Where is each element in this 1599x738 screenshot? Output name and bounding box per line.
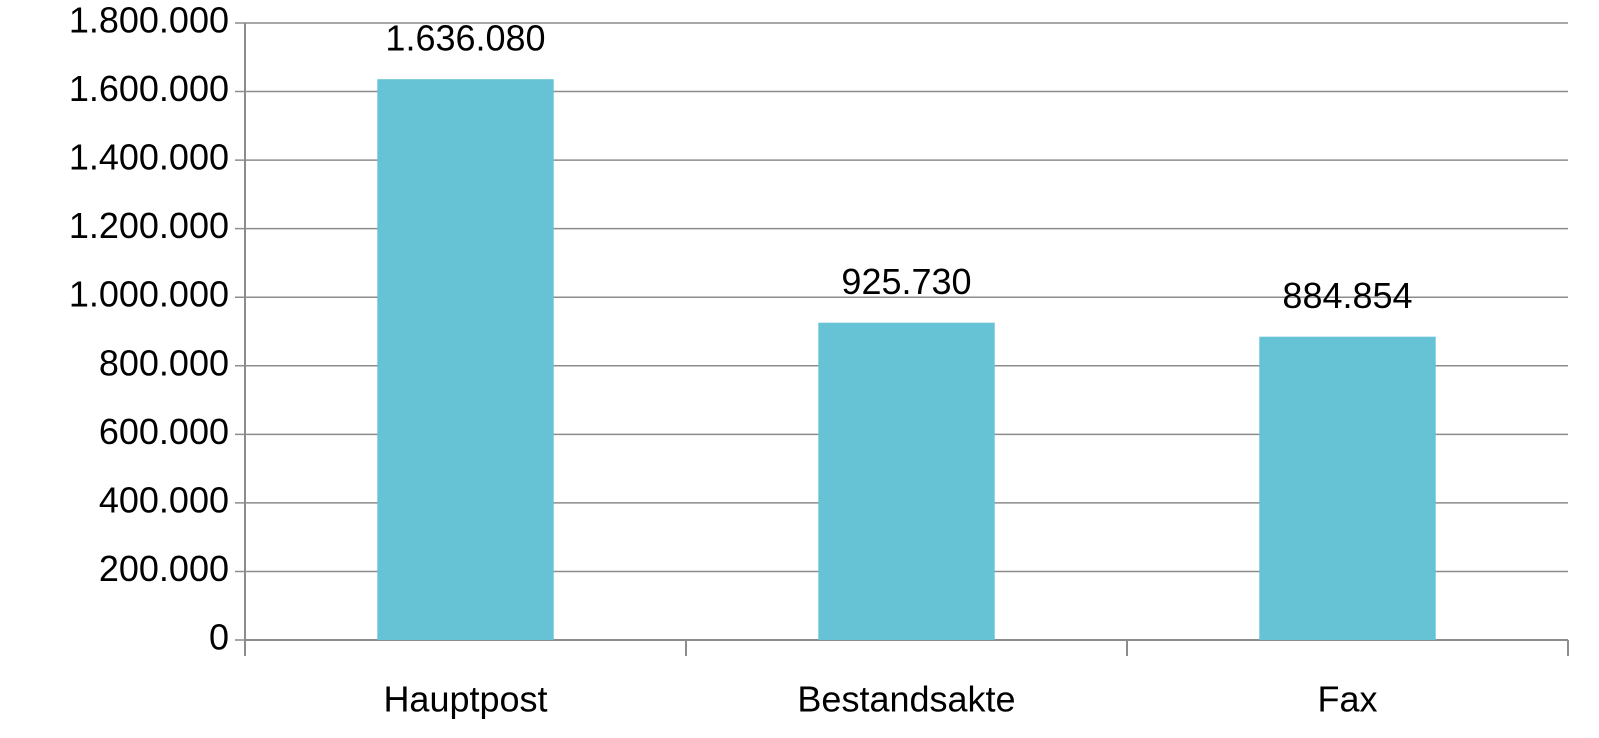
- bar: [1259, 336, 1436, 640]
- y-tick-label: 1.000.000: [69, 274, 229, 315]
- y-tick-label: 1.400.000: [69, 137, 229, 178]
- x-tick-label: Bestandsakte: [797, 679, 1015, 720]
- bar: [377, 79, 554, 641]
- y-tick-label: 0: [209, 617, 229, 658]
- y-tick-label: 1.200.000: [69, 205, 229, 246]
- y-tick-label: 1.600.000: [69, 68, 229, 109]
- y-tick-label: 800.000: [99, 342, 229, 383]
- x-tick-label: Hauptpost: [383, 679, 547, 720]
- y-tick-label: 1.800.000: [69, 0, 229, 41]
- bar: [818, 322, 995, 640]
- x-tick-label: Fax: [1317, 679, 1377, 720]
- data-label: 925.730: [841, 261, 971, 302]
- y-tick-label: 600.000: [99, 411, 229, 452]
- y-tick-label: 400.000: [99, 479, 229, 520]
- data-label: 884.854: [1282, 275, 1412, 316]
- data-label: 1.636.080: [385, 18, 545, 59]
- y-tick-label: 200.000: [99, 548, 229, 589]
